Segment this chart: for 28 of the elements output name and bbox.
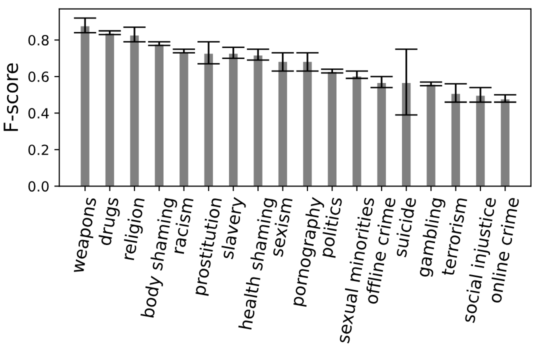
y-axis-title: F-score xyxy=(4,63,18,131)
bar xyxy=(451,94,460,186)
y-tick-label: 0.4 xyxy=(28,108,49,119)
bar xyxy=(180,52,188,186)
bar xyxy=(204,54,213,186)
y-tick-label: 0.6 xyxy=(28,72,49,82)
bar xyxy=(426,84,436,186)
bar xyxy=(80,26,90,186)
y-tick-label: 0.8 xyxy=(28,34,49,46)
bar xyxy=(303,62,312,186)
x-tick-label: weapons xyxy=(74,197,97,274)
y-tick-label: 0.0 xyxy=(28,181,49,192)
bar xyxy=(154,44,164,186)
bar xyxy=(105,34,114,186)
bar xyxy=(328,72,336,186)
x-tick-label: drugs xyxy=(97,196,122,246)
bar xyxy=(229,54,238,186)
bar xyxy=(377,82,386,186)
bar xyxy=(500,99,510,186)
bar xyxy=(278,62,288,186)
x-tick-label: suicide xyxy=(396,197,416,258)
bar xyxy=(352,76,362,186)
bar xyxy=(130,35,139,186)
x-tick-label: religion xyxy=(120,197,148,261)
bar xyxy=(254,56,262,186)
bar xyxy=(476,96,485,186)
y-tick-label: 0.2 xyxy=(28,144,48,156)
bar xyxy=(402,82,411,186)
